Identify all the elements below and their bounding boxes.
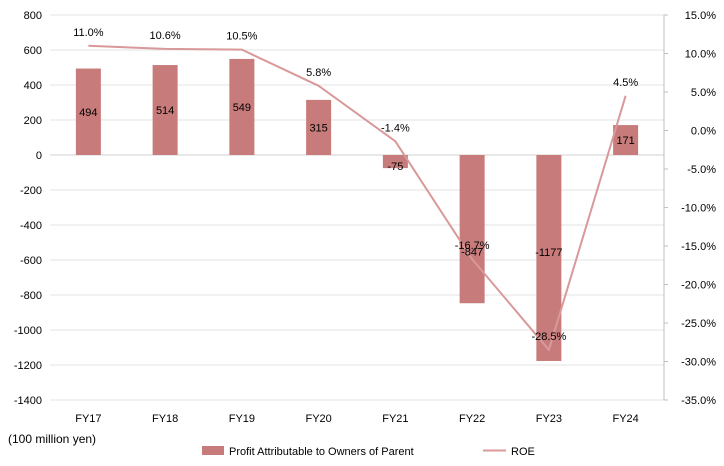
x-tick-label: FY19	[229, 413, 255, 425]
left-tick-label: -400	[20, 220, 42, 232]
x-tick-label: FY22	[459, 413, 485, 425]
left-tick-label: 800	[24, 10, 42, 22]
roe-line-series	[88, 44, 627, 351]
left-tick-label: -600	[20, 255, 42, 267]
x-tick-label: FY23	[536, 413, 562, 425]
bar-data-label: 315	[309, 122, 327, 134]
right-tick-label: 10.0%	[685, 49, 716, 61]
left-tick-label: 400	[24, 80, 42, 92]
roe-data-label: -28.5%	[531, 331, 566, 343]
bar-data-label: 494	[79, 107, 97, 119]
x-tick-label: FY18	[152, 413, 178, 425]
roe-data-label: 10.5%	[226, 31, 257, 43]
left-axis-unit: (100 million yen)	[8, 432, 96, 446]
right-tick-label: -20.0%	[681, 280, 716, 292]
right-tick-label: -10.0%	[681, 203, 716, 215]
roe-line	[88, 44, 627, 351]
right-tick-label: -5.0%	[687, 164, 716, 176]
bar-series	[75, 58, 639, 361]
bar	[229, 58, 255, 155]
bar	[536, 155, 562, 361]
bar-data-label: 549	[233, 102, 251, 114]
legend-swatch-bar	[202, 446, 224, 455]
right-tick-label: 15.0%	[685, 10, 716, 22]
left-tick-label: 600	[24, 45, 42, 57]
x-tick-label: FY24	[612, 413, 638, 425]
left-tick-label: 200	[24, 115, 42, 127]
legend-label-bar: Profit Attributable to Owners of Parent	[229, 446, 414, 458]
bar-data-labels: 494 514 549 315 -75 -847 -1177 171	[79, 102, 635, 259]
right-tick-label: -30.0%	[681, 357, 716, 369]
x-tick-label: FY20	[305, 413, 331, 425]
bar-data-label: -75	[387, 161, 403, 173]
left-tick-label: -800	[20, 290, 42, 302]
left-tick-label: -1000	[14, 325, 42, 337]
roe-data-label: -1.4%	[381, 122, 410, 134]
bar	[613, 125, 639, 155]
roe-data-labels: 11.0% 10.6% 10.5% 5.8% -1.4% -16.7% -28.5% 4.5%	[73, 27, 638, 343]
bar-data-label: 514	[156, 105, 174, 117]
left-tick-label: -1400	[14, 395, 42, 407]
bar-data-label: -847	[461, 246, 483, 258]
left-tick-label: -1200	[14, 360, 42, 372]
right-tick-label: -15.0%	[681, 241, 716, 253]
bar	[152, 65, 178, 155]
bar	[382, 155, 408, 169]
x-axis-ticks: FY17 FY18 FY19 FY20 FY21 FY22 FY23 FY24	[75, 413, 639, 425]
left-tick-label: -200	[20, 185, 42, 197]
roe-data-label: -16.7%	[455, 240, 490, 252]
roe-data-label: 10.6%	[150, 30, 181, 42]
x-tick-label: FY21	[382, 413, 408, 425]
gridlines	[50, 14, 664, 401]
roe-data-label: 5.8%	[306, 67, 331, 79]
bar-data-label: 171	[616, 135, 634, 147]
bar	[75, 68, 101, 155]
bar	[306, 99, 332, 155]
bar-data-label: -1177	[535, 247, 562, 259]
legend-label-line: ROE	[511, 446, 535, 458]
bar	[459, 155, 485, 304]
legend: Profit Attributable to Owners of Parent …	[202, 446, 535, 458]
right-tick-label: 0.0%	[691, 126, 716, 138]
right-tick-label: -25.0%	[681, 318, 716, 330]
left-tick-label: 0	[36, 150, 42, 162]
roe-data-label: 11.0%	[73, 27, 104, 39]
right-axis-ticks: 15.0% 10.0% 5.0% 0.0% -5.0% -10.0% -15.0% -20.0…	[663, 10, 716, 407]
x-tick-label: FY17	[75, 413, 101, 425]
roe-data-label: 4.5%	[613, 77, 638, 89]
right-tick-label: 5.0%	[691, 87, 716, 99]
right-tick-label: -35.0%	[681, 395, 716, 407]
left-axis-ticks: 800 600 400 200 0 -200 -400 -600 -800 -1000 -1200 -…	[14, 10, 42, 407]
